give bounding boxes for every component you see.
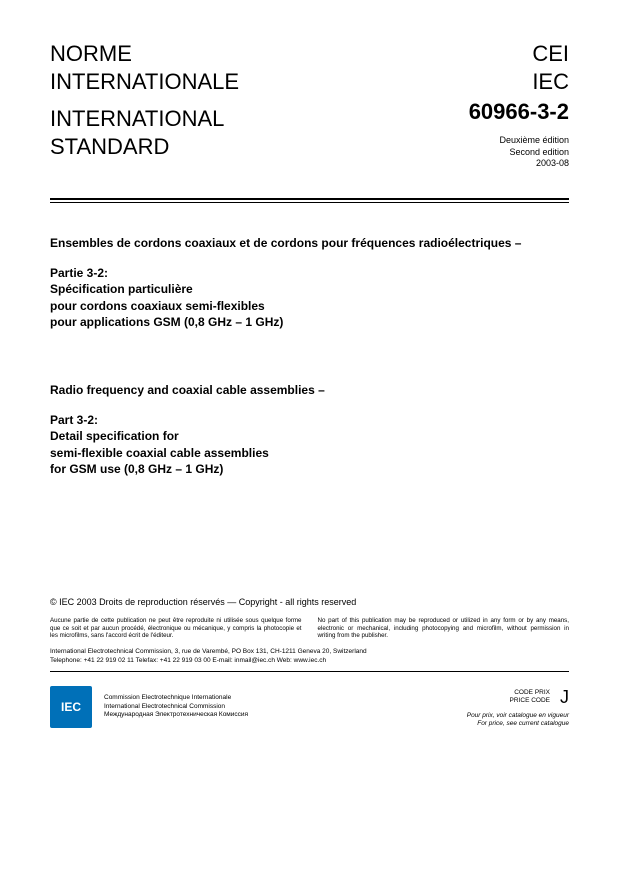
org-cei: CEI bbox=[469, 40, 569, 68]
footer-org-ru: Международная Электротехническая Комисси… bbox=[104, 711, 455, 719]
title-en-part-line2: semi-flexible coaxial cable assemblies bbox=[50, 445, 569, 461]
copyright-line: © IEC 2003 Droits de reproduction réserv… bbox=[50, 597, 569, 607]
norme-line1: NORME bbox=[50, 40, 239, 68]
title-en-part: Part 3-2: Detail specification for semi-… bbox=[50, 412, 569, 477]
title-fr-main: Ensembles de cordons coaxiaux et de cord… bbox=[50, 235, 569, 251]
title-fr-part: Partie 3-2: Spécification particulière p… bbox=[50, 265, 569, 330]
address-line1: International Electrotechnical Commissio… bbox=[50, 648, 569, 656]
standard-number: 60966-3-2 bbox=[469, 99, 569, 125]
title-french: Ensembles de cordons coaxiaux et de cord… bbox=[50, 235, 569, 330]
edition-fr: Deuxième édition bbox=[469, 135, 569, 147]
iec-logo-icon: IEC bbox=[50, 686, 92, 728]
price-note-en: For price, see current catalogue bbox=[467, 720, 569, 728]
footer-org-en: International Electrotechnical Commissio… bbox=[104, 703, 455, 711]
address-line2: Telephone: +41 22 919 02 11 Telefax: +41… bbox=[50, 657, 569, 665]
title-en-part-line1: Detail specification for bbox=[50, 428, 569, 444]
edition-date: 2003-08 bbox=[469, 158, 569, 170]
title-fr-part-label: Partie 3-2: bbox=[50, 265, 569, 281]
title-fr-part-line1: Spécification particulière bbox=[50, 281, 569, 297]
price-note-fr: Pour prix, voir catalogue en vigueur bbox=[467, 712, 569, 720]
header-right: CEI IEC 60966-3-2 Deuxième édition Secon… bbox=[469, 40, 569, 170]
footer-org-fr: Commission Electrotechnique Internationa… bbox=[104, 694, 455, 702]
title-fr-part-line2: pour cordons coaxiaux semi-flexibles bbox=[50, 298, 569, 314]
header-left: NORME INTERNATIONALE INTERNATIONAL STAND… bbox=[50, 40, 239, 160]
edition-block: Deuxième édition Second edition 2003-08 bbox=[469, 135, 569, 170]
title-en-part-line3: for GSM use (0,8 GHz – 1 GHz) bbox=[50, 461, 569, 477]
legal-en: No part of this publication may be repro… bbox=[318, 617, 570, 640]
edition-en: Second edition bbox=[469, 147, 569, 159]
top-double-rule bbox=[50, 198, 569, 203]
address-block: International Electrotechnical Commissio… bbox=[50, 648, 569, 665]
standard-line1: INTERNATIONAL bbox=[50, 105, 239, 133]
iec-logo-text: IEC bbox=[61, 700, 81, 714]
title-english: Radio frequency and coaxial cable assemb… bbox=[50, 382, 569, 477]
footer-org-names: Commission Electrotechnique Internationa… bbox=[104, 694, 455, 719]
price-block: CODE PRIX PRICE CODE J Pour prix, voir c… bbox=[467, 687, 569, 728]
price-note: Pour prix, voir catalogue en vigueur For… bbox=[467, 712, 569, 728]
title-fr-part-line3: pour applications GSM (0,8 GHz – 1 GHz) bbox=[50, 314, 569, 330]
footer-rule bbox=[50, 671, 569, 672]
norme-line2: INTERNATIONALE bbox=[50, 68, 239, 96]
title-en-main: Radio frequency and coaxial cable assemb… bbox=[50, 382, 569, 398]
legal-notice: Aucune partie de cette publication ne pe… bbox=[50, 617, 569, 640]
price-label-en: PRICE CODE bbox=[510, 697, 550, 705]
footer: IEC Commission Electrotechnique Internat… bbox=[50, 686, 569, 728]
price-letter: J bbox=[560, 687, 569, 708]
header: NORME INTERNATIONALE INTERNATIONAL STAND… bbox=[50, 40, 569, 170]
price-label-fr: CODE PRIX bbox=[510, 689, 550, 697]
title-en-part-label: Part 3-2: bbox=[50, 412, 569, 428]
legal-fr: Aucune partie de cette publication ne pe… bbox=[50, 617, 302, 640]
standard-line2: STANDARD bbox=[50, 133, 239, 161]
org-iec: IEC bbox=[469, 68, 569, 96]
